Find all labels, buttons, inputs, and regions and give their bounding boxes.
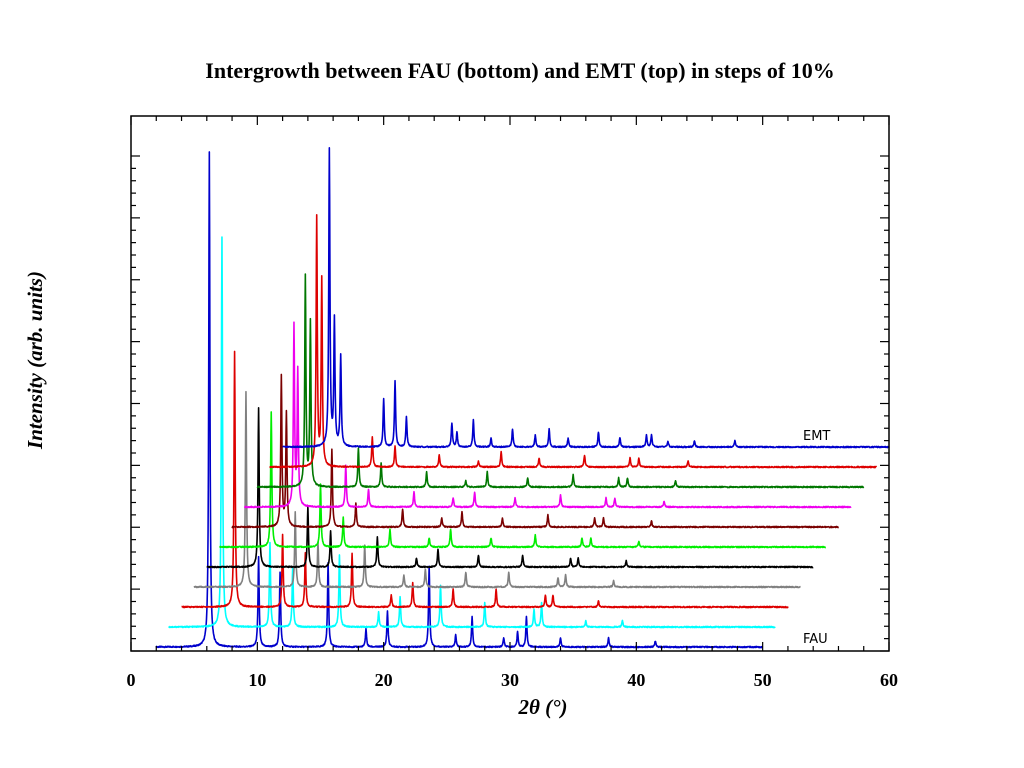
series-line-10: [269, 214, 878, 469]
series-line-9: [256, 273, 865, 489]
series-label-emt: EMT: [803, 429, 830, 444]
series-line-3: [181, 350, 789, 609]
chart-title: Intergrowth between FAU (bottom) and EMT…: [205, 58, 834, 83]
tick-layer: [130, 116, 890, 652]
series-label-fau: FAU: [803, 632, 828, 647]
x-tick-label: 50: [754, 670, 772, 690]
y-axis-label: Intensity (arb. units): [23, 271, 47, 450]
x-tick-label: 60: [880, 670, 898, 690]
tick-label-layer: 0 10 20 30 40 50 60: [127, 670, 899, 690]
series-line-4: [193, 390, 802, 589]
series-layer: [155, 147, 890, 649]
x-tick-label: 10: [248, 670, 266, 690]
series-line-6: [218, 411, 827, 549]
series-line-2: [168, 236, 776, 629]
x-axis-label: 2θ (°): [517, 695, 567, 719]
series-line-1: [155, 151, 764, 649]
x-tick-label: 40: [627, 670, 645, 690]
x-tick-label: 20: [375, 670, 393, 690]
series-line-11: [282, 147, 890, 449]
plot-frame: [130, 115, 890, 652]
x-tick-label: 0: [127, 670, 136, 690]
series-line-8: [243, 321, 852, 509]
x-tick-label: 30: [501, 670, 519, 690]
series-line-7: [231, 373, 839, 529]
